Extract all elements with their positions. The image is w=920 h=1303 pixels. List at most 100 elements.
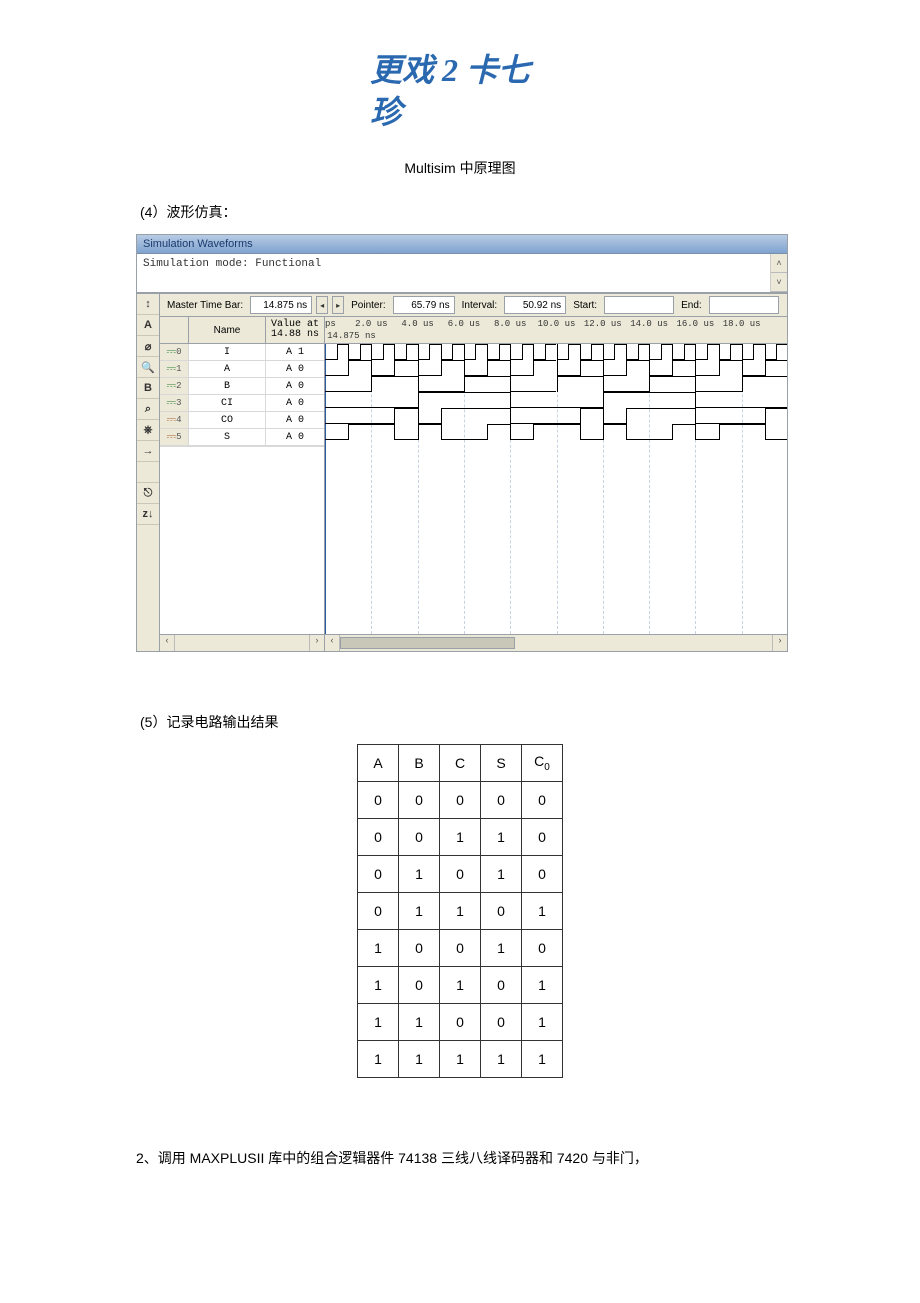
wave-edge: [580, 424, 581, 440]
tool-button-9[interactable]: ⎋: [137, 483, 159, 504]
waveform-row: [325, 344, 787, 360]
wave-edge: [394, 424, 395, 440]
signals-hscroll[interactable]: ‹ ›: [160, 634, 324, 651]
tool-button-8[interactable]: [137, 462, 159, 483]
signal-name: CO: [189, 412, 266, 428]
truth-cell: 0: [481, 893, 522, 930]
tool-button-4[interactable]: B: [137, 378, 159, 399]
sig-head-icon-col: [160, 317, 189, 343]
wave-scroll-thumb[interactable]: [340, 637, 515, 649]
wave-scroll-right-icon[interactable]: ›: [772, 635, 787, 651]
truth-cell: 0: [440, 1004, 481, 1041]
wave-segment: [603, 344, 615, 360]
signal-row[interactable]: ⎓4COA 0: [160, 412, 324, 429]
bottom-paragraph: 2、调用 MAXPLUSII 库中的组合逻辑器件 74138 三线八线译码器和 …: [136, 1148, 920, 1168]
truth-header-cell: B: [399, 745, 440, 782]
wave-edge: [557, 376, 558, 392]
truth-cell: 0: [481, 967, 522, 1004]
end-field[interactable]: [709, 296, 779, 314]
sig-head-value-bot: 14.88 ns: [271, 330, 319, 341]
ptr-right-icon[interactable]: ▸: [332, 296, 344, 314]
signal-pin-icon: ⎓5: [160, 429, 189, 445]
wave-segment: [348, 424, 394, 440]
waveform-area[interactable]: [325, 344, 787, 634]
wave-segment: [441, 344, 453, 360]
wave-segment: [545, 344, 557, 360]
wave-segment: [626, 424, 672, 440]
master-time-label: Master Time Bar:: [164, 300, 246, 311]
wave-edge: [533, 360, 534, 376]
wave-edge: [418, 408, 419, 424]
wave-edge: [580, 344, 581, 360]
master-time-field[interactable]: 14.875 ns: [250, 296, 312, 314]
tool-button-7[interactable]: →: [137, 441, 159, 462]
signal-row[interactable]: ⎓0IA 1: [160, 344, 324, 361]
tool-button-5[interactable]: ⌕: [137, 399, 159, 420]
truth-table: ABCSC0 000000011001010011011001010101110…: [357, 744, 563, 1078]
wave-segment: [695, 376, 741, 392]
start-field[interactable]: [604, 296, 674, 314]
wave-segment: [441, 408, 510, 424]
time-label: 10.0 us: [538, 319, 576, 329]
tool-button-10[interactable]: z↓: [137, 504, 159, 525]
signal-row[interactable]: ⎓3CIA 0: [160, 395, 324, 412]
scroll-down-icon[interactable]: ˅: [771, 273, 787, 292]
section-4-heading: (4）波形仿真：: [140, 202, 920, 222]
truth-cell: 1: [522, 893, 563, 930]
wave-edge: [591, 344, 592, 360]
scroll-track[interactable]: [175, 635, 309, 651]
wave-segment: [394, 360, 417, 376]
wave-edge: [695, 360, 696, 376]
wave-segment: [325, 376, 371, 392]
time-label: 4.0 us: [401, 319, 433, 329]
wave-edge: [418, 376, 419, 392]
tool-button-2[interactable]: ⌀: [137, 336, 159, 357]
truth-cell: 0: [440, 782, 481, 819]
signal-row[interactable]: ⎓5SA 0: [160, 429, 324, 446]
mode-text: Simulation mode: Functional: [137, 254, 770, 292]
wave-segment: [441, 360, 464, 376]
tool-button-6[interactable]: ⎈: [137, 420, 159, 441]
wave-edge: [464, 360, 465, 376]
wave-segment: [568, 344, 580, 360]
truth-cell: 0: [399, 967, 440, 1004]
wave-segment: [510, 408, 579, 424]
truth-body: 0000000110010100110110010101011100111111: [358, 782, 563, 1078]
signal-row[interactable]: ⎓2BA 0: [160, 378, 324, 395]
truth-cell: 1: [481, 856, 522, 893]
tool-button-0[interactable]: ↕: [137, 294, 159, 315]
truth-cell: 1: [522, 1004, 563, 1041]
scroll-right-icon[interactable]: ›: [309, 635, 324, 651]
scroll-up-icon[interactable]: ˄: [771, 254, 787, 273]
wave-edge: [371, 376, 372, 392]
tool-button-3[interactable]: 🔍: [137, 357, 159, 378]
wave-segment: [695, 360, 718, 376]
wave-segment: [603, 408, 626, 424]
truth-cell: 1: [522, 967, 563, 1004]
end-label: End:: [678, 300, 705, 311]
wave-edge: [649, 344, 650, 360]
wave-segment: [603, 360, 626, 376]
wave-segment: [325, 360, 348, 376]
ptr-left-icon[interactable]: ◂: [316, 296, 328, 314]
simulation-window: Simulation Waveforms Simulation mode: Fu…: [136, 234, 788, 652]
wave-edge: [348, 344, 349, 360]
wave-segment: [418, 424, 441, 440]
wave-scroll-track[interactable]: [340, 635, 772, 651]
signal-row[interactable]: ⎓1AA 0: [160, 361, 324, 378]
wave-hscroll[interactable]: ‹ ›: [325, 634, 787, 651]
scroll-left-icon[interactable]: ‹: [160, 635, 175, 651]
wave-segment: [348, 360, 371, 376]
time-label: 0 ps: [325, 319, 336, 329]
wave-edge: [603, 392, 604, 408]
wave-edge: [533, 344, 534, 360]
wave-scroll-left-icon[interactable]: ‹: [325, 635, 340, 651]
wave-edge: [510, 360, 511, 376]
info-row: Master Time Bar: 14.875 ns ◂ ▸ Pointer: …: [160, 294, 787, 317]
wave-edge: [383, 344, 384, 360]
wave-edge: [487, 424, 488, 440]
wave-segment: [394, 408, 417, 424]
tool-button-1[interactable]: A: [137, 315, 159, 336]
window-titlebar: Simulation Waveforms: [137, 235, 787, 254]
mode-scrollbar[interactable]: ˄ ˅: [770, 254, 787, 292]
